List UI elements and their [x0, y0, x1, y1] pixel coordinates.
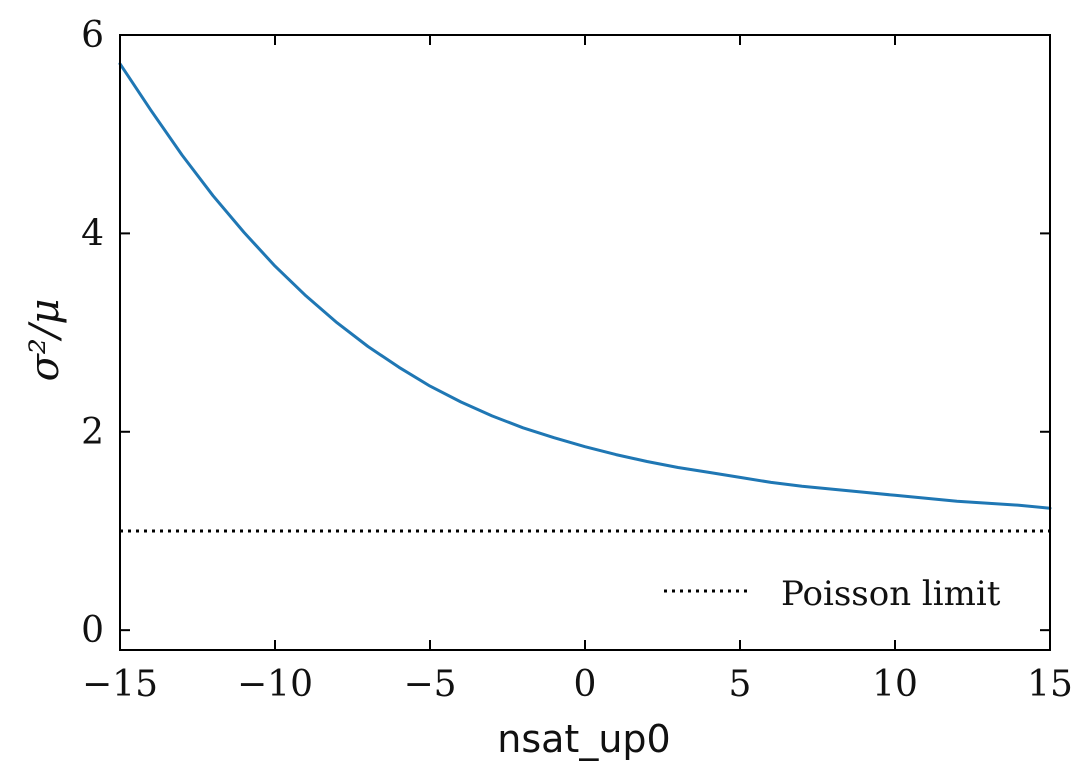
x-axis-ticks: −15 −10 −5 0 5 10 15	[82, 35, 1073, 705]
legend: Poisson limit	[664, 574, 1001, 614]
series-line	[118, 62, 1052, 510]
legend-label-poisson-limit: Poisson limit	[781, 574, 1001, 614]
x-tick-label: 10	[872, 664, 918, 705]
x-tick-label: −5	[403, 664, 456, 705]
plot-frame	[119, 34, 1051, 651]
x-tick-label: −10	[237, 664, 313, 705]
y-tick-label: 4	[81, 213, 104, 254]
x-tick-label: 15	[1027, 664, 1073, 705]
y-tick-label: 6	[81, 15, 104, 56]
series-layer	[118, 62, 1052, 533]
x-axis-label: nsat_up0	[497, 717, 670, 761]
y-axis-label: σ²/μ	[22, 299, 68, 382]
y-tick-label: 0	[81, 610, 104, 651]
x-tick-label: −15	[82, 664, 158, 705]
y-tick-label: 2	[81, 412, 104, 453]
x-tick-label: 0	[574, 664, 597, 705]
y-axis-ticks: 0 2 4 6	[81, 15, 1050, 651]
x-tick-label: 5	[729, 664, 752, 705]
